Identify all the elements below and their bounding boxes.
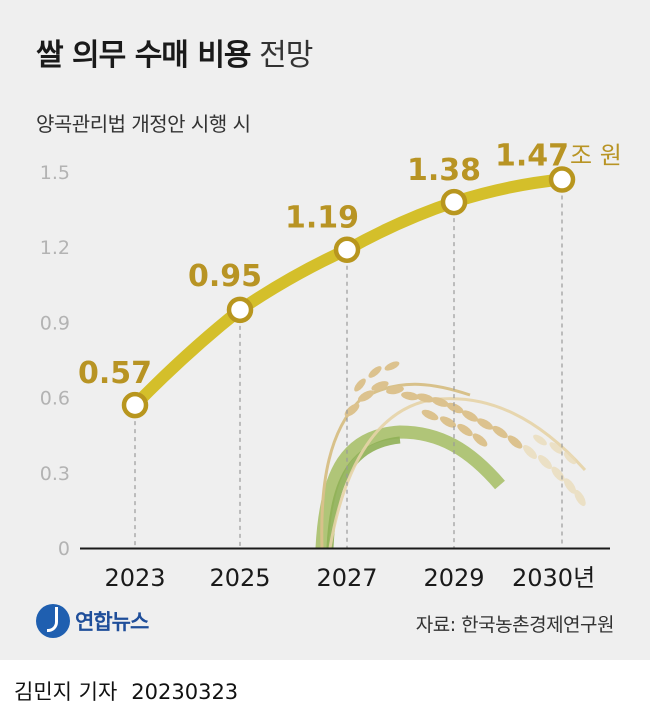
- data-point: [548, 166, 576, 193]
- byline: 김민지 기자 20230323: [14, 676, 238, 706]
- logo: 연합뉴스: [36, 604, 149, 638]
- y-tick-label: 0.9: [40, 312, 70, 334]
- data-label: 1.38: [407, 153, 481, 188]
- logo-text: 연합뉴스: [75, 610, 149, 634]
- chart-title: 쌀 의무 수매 비용 전망: [36, 30, 313, 74]
- data-label: 1.47: [495, 139, 569, 174]
- y-tick-label: 0.3: [40, 463, 70, 485]
- x-tick-label: 2027: [316, 564, 377, 592]
- author: 김민지 기자: [14, 680, 118, 704]
- data-point: [226, 296, 254, 324]
- infographic-card: 쌀 의무 수매 비용 전망 양곡관리법 개정안 시행 시: [0, 0, 650, 660]
- title-main: 쌀 의무 수매 비용: [36, 38, 252, 73]
- x-tick-label: 2025: [209, 564, 270, 592]
- title-suffix: 전망: [259, 38, 313, 73]
- chart-subtitle: 양곡관리법 개정안 시행 시: [36, 112, 251, 136]
- date: 20230323: [131, 680, 239, 704]
- chart-area: 0 0.3 0.6 0.9 1.2 1.5 2023 2025 2027 2029 2030년 0…: [40, 139, 622, 592]
- x-tick-label: 2023: [104, 564, 165, 592]
- y-tick-label: 0: [58, 538, 70, 560]
- globe-logo-icon: [36, 604, 70, 638]
- y-tick-label: 1.5: [40, 162, 70, 184]
- data-label: 1.19: [285, 201, 359, 236]
- data-point: [333, 236, 361, 263]
- x-tick-label: 2030년: [512, 564, 595, 592]
- rice-plant-illustration: [315, 361, 587, 549]
- y-tick-label: 1.2: [40, 237, 70, 259]
- data-label: 0.95: [188, 259, 262, 294]
- x-tick-label: 2029: [423, 564, 484, 592]
- data-point: [440, 188, 468, 216]
- unit-label: 조 원: [570, 142, 622, 170]
- data-point: [121, 391, 149, 419]
- y-tick-label: 0.6: [40, 388, 70, 410]
- data-label: 0.57: [78, 356, 152, 391]
- source-note: 자료: 한국농촌경제연구원: [415, 614, 615, 636]
